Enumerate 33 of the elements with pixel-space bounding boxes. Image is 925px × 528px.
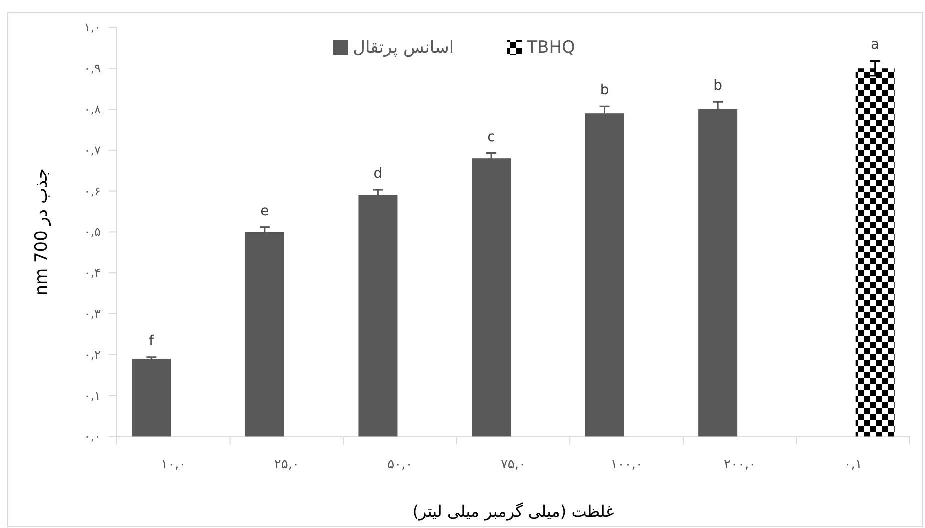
legend-label: اسانس پرتقال	[353, 38, 454, 58]
y-tick-label: ۰,۵	[84, 225, 101, 240]
y-tick-label: ۱,۰	[84, 20, 101, 35]
x-tick-label: ۲۵,۰	[274, 458, 300, 473]
annotation: d	[374, 166, 383, 182]
x-tick-label: ۵۰,۰	[388, 458, 413, 473]
x-tick-label: ۱۰۰,۰	[610, 458, 643, 473]
annotation: c	[488, 129, 496, 146]
y-tick-label: ۰,۱	[84, 388, 101, 403]
y-tick-label: ۰,۴	[84, 266, 101, 280]
y-tick-label: ۰,۳	[84, 307, 102, 321]
y-tick-label: ۰,۶	[84, 184, 101, 198]
y-axis-title: جذب در 700 nm	[32, 168, 52, 296]
y-tick-label: ۰,۷	[84, 143, 102, 158]
y-tick-label: ۰,۹	[84, 62, 101, 76]
legend-label: TBHQ	[526, 38, 576, 58]
x-tick-label: ۱۰,۰	[161, 458, 186, 473]
bar	[132, 358, 172, 437]
bar	[856, 68, 895, 437]
y-tick-label: ۰,۰	[84, 430, 101, 444]
annotation: a	[871, 37, 880, 54]
annotation: e	[260, 203, 270, 220]
bar	[245, 232, 284, 437]
y-tick-label: ۰,۸	[84, 102, 102, 116]
y-tick-label: ۰,۲	[84, 348, 101, 362]
annotation: b	[600, 82, 610, 99]
x-tick-label: ۰,۱	[844, 458, 862, 473]
annotation: f	[149, 333, 156, 350]
bar	[358, 195, 398, 437]
x-tick-label: ۲۰۰,۰	[724, 458, 756, 473]
annotation: b	[714, 78, 723, 94]
x-axis-title: غلظت (میلی گرمبر میلی لیتر)	[412, 502, 614, 521]
x-tick-label: ۷۵,۰	[500, 458, 526, 473]
